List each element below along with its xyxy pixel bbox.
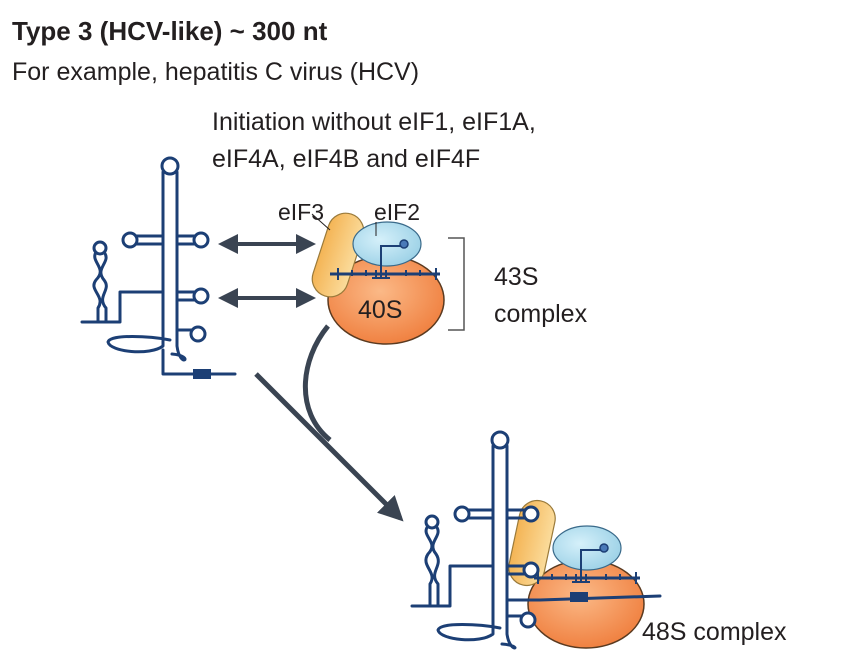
complex-48s-label: 48S complex (642, 618, 787, 646)
diagram-title: Type 3 (HCV-like) ~ 300 nt (12, 16, 328, 46)
start-codon-bottom (570, 592, 588, 602)
eif3-factor-bottom (508, 499, 556, 587)
initiation-note-line1: Initiation without eIF1, eIF1A, (212, 108, 536, 136)
complex-43s (311, 212, 445, 345)
complex-43s-label-line2: complex (494, 300, 588, 328)
diagram-subtitle: For example, hepatitis C virus (HCV) (12, 58, 419, 86)
eif3-factor-top (311, 212, 365, 298)
ribosome-40s-label: 40S (358, 296, 402, 324)
hcv-ires-rna-top (80, 156, 237, 379)
ribosome-40s-bottom (527, 559, 645, 649)
initiation-note-line2: eIF4A, eIF4B and eIF4F (212, 145, 480, 173)
complex-43s-label-line1: 43S (494, 263, 538, 291)
assembly-curve (302, 324, 332, 442)
complex-bracket (448, 237, 465, 331)
assembly-arrow (254, 372, 404, 522)
eif2-factor-top (352, 221, 422, 267)
eif3-label: eIF3 (278, 199, 324, 225)
hcv-ires-rna-bottom (410, 430, 662, 650)
eif2-label: eIF2 (374, 199, 420, 225)
start-codon-top (193, 369, 211, 379)
complex-48s (508, 499, 645, 649)
eif2-factor-bottom (552, 525, 622, 571)
